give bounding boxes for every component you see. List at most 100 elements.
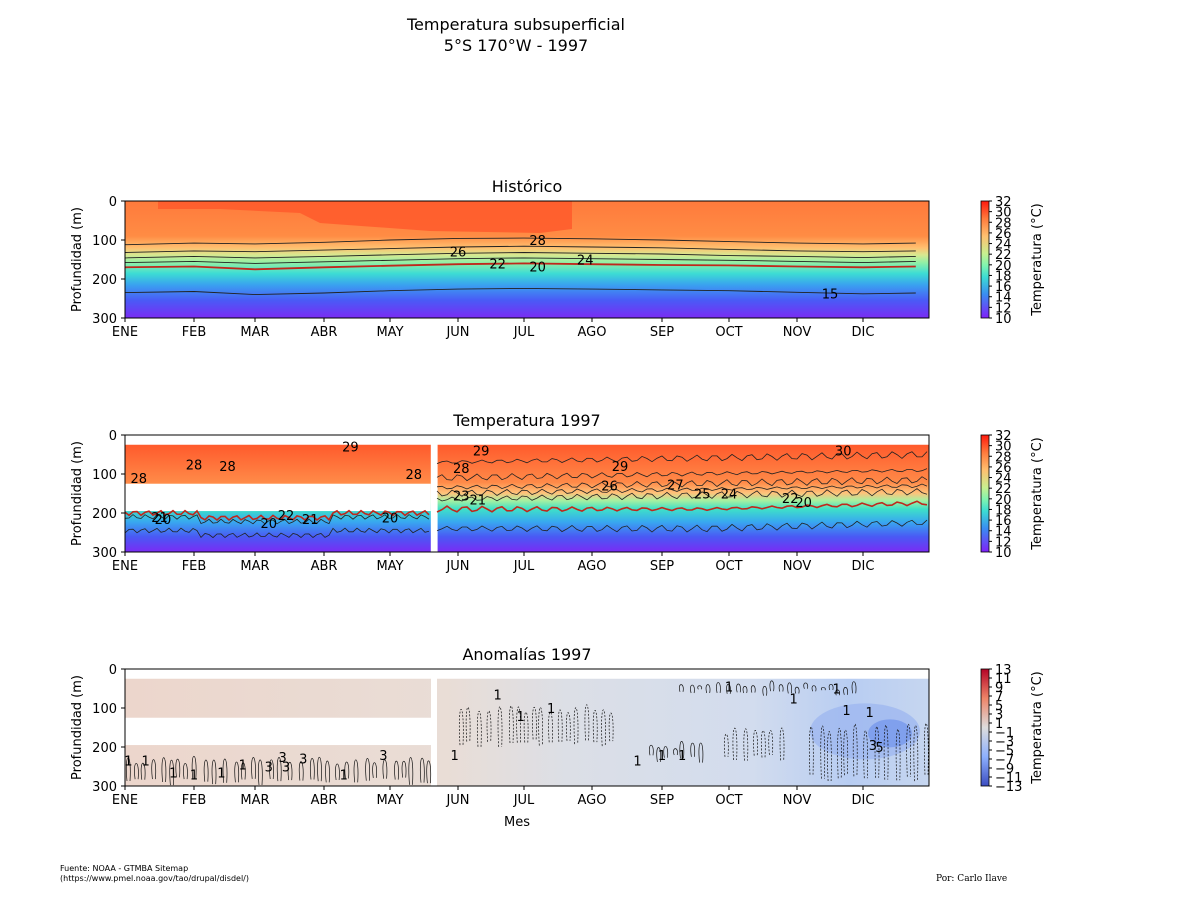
isotherm-24 — [124, 252, 916, 259]
colorbar-tick-label: 24 — [995, 472, 1012, 487]
contour-label: 28 — [219, 460, 236, 475]
missing-data-region — [430, 435, 438, 552]
y-tick-label: 300 — [92, 312, 117, 327]
colorbar-tick-label: 11 — [995, 672, 1012, 687]
colorbar-tick-label: 10 — [995, 546, 1012, 561]
missing-data-region — [125, 483, 431, 512]
x-tick-label: DIC — [852, 793, 875, 808]
x-tick-label: OCT — [715, 559, 742, 574]
contour-label: 22 — [782, 492, 799, 507]
y-tick-label: 100 — [92, 468, 117, 483]
colorbar-tick-label: 3 — [995, 708, 1003, 723]
y-tick-label: 0 — [109, 195, 117, 210]
colorbar-tick-label: 20 — [995, 493, 1012, 508]
colorbar-label: Temperatura (°C) — [1030, 203, 1045, 316]
x-tick-label: ENE — [112, 559, 138, 574]
isotherm-line — [124, 509, 430, 522]
contour-label: 3 — [265, 761, 273, 776]
x-tick-label: ABR — [311, 325, 338, 340]
colorbar-tick-label: 12 — [995, 301, 1012, 316]
isotherm-26 — [124, 245, 916, 253]
contour-label: 3 — [278, 751, 286, 766]
contour-label: 1 — [517, 710, 525, 725]
contour-label: 1 — [124, 755, 132, 770]
colorbar-tick-label: 10 — [995, 312, 1012, 327]
contour-label: 20 — [382, 512, 399, 527]
colorbar-tick-label: 22 — [995, 482, 1012, 497]
x-tick-label: MAY — [376, 793, 403, 808]
x-tick-label: JUL — [513, 559, 535, 574]
contour-label: 1 — [340, 768, 348, 783]
y-tick-label: 200 — [92, 741, 117, 756]
anomaly-contour — [724, 727, 785, 761]
figure-title-line1: Temperatura subsuperficial — [406, 15, 625, 34]
x-tick-label: ENE — [112, 793, 138, 808]
colorbar-gradient — [980, 434, 990, 553]
missing-data-region — [125, 717, 431, 746]
y-tick-label: 300 — [92, 780, 117, 795]
colorbar-tick-label: 28 — [995, 450, 1012, 465]
contour-label: 20 — [795, 496, 812, 511]
contour-label: 28 — [131, 472, 148, 487]
x-tick-label: DIC — [852, 325, 875, 340]
x-tick-label: AGO — [578, 325, 607, 340]
contour-label: 27 — [667, 479, 684, 494]
anomaly-contour — [648, 741, 704, 763]
y-tick-label: 100 — [92, 702, 117, 717]
x-tick-label: DIC — [852, 559, 875, 574]
contour-label: 3 — [299, 753, 307, 768]
contour-label: 24 — [577, 254, 594, 269]
colorbar-tick-label: 32 — [995, 195, 1012, 210]
contour-label: 15 — [822, 287, 839, 302]
colorbar-label: Temperatura (°C) — [1030, 671, 1045, 784]
colorbar-tick-label: −13 — [995, 780, 1022, 795]
colorbar-tick-label: 12 — [995, 535, 1012, 550]
x-tick-label: JUL — [513, 793, 535, 808]
contour-label: 29 — [342, 441, 359, 456]
source-line1: Fuente: NOAA - GTMBA Sitemap — [60, 864, 189, 873]
contour-label: 3 — [379, 749, 387, 764]
plot-frame — [124, 668, 930, 787]
contour-label: 28 — [406, 468, 423, 483]
isotherm-28 — [124, 237, 916, 246]
contour-label: 1 — [493, 688, 501, 703]
colorbar-tick-label: 7 — [995, 690, 1003, 705]
colorbar-tick-label: 16 — [995, 280, 1012, 295]
panel-title: Anomalías 1997 — [462, 645, 591, 664]
y-axis-label: Profundidad (m) — [70, 675, 85, 780]
colorbar-tick-label: −7 — [995, 753, 1014, 768]
contour-label: 26 — [450, 246, 467, 261]
contour-label: 1 — [865, 706, 873, 721]
colorbar-tick-label: 14 — [995, 291, 1012, 306]
x-axis-label: Mes — [504, 815, 530, 830]
contour-label: 1 — [169, 766, 177, 781]
anomaly-contour — [808, 723, 929, 782]
x-tick-label: JUN — [445, 559, 469, 574]
plot-frame — [124, 200, 930, 319]
contour-label: 3 — [282, 761, 290, 776]
contour-label: 30 — [835, 445, 852, 460]
plot-frame — [124, 434, 930, 553]
source-note: Fuente: NOAA - GTMBA Sitemap (https://ww… — [60, 864, 249, 884]
x-tick-label: FEB — [182, 325, 207, 340]
warm-surface-region — [158, 201, 572, 233]
contour-label: 1 — [789, 692, 797, 707]
contour-label: 1 — [725, 681, 733, 696]
x-tick-label: FEB — [182, 559, 207, 574]
colorbar-tick-label: −1 — [995, 726, 1014, 741]
contour-label: 22 — [278, 509, 295, 524]
y-tick-label: 200 — [92, 507, 117, 522]
colorbar-tick-label: 22 — [995, 248, 1012, 263]
contour-label: 1 — [842, 704, 850, 719]
isotherm-line — [436, 488, 928, 502]
figure-title-line2: 5°S 170°W - 1997 — [443, 36, 589, 55]
contour-label: 1 — [239, 759, 247, 774]
x-tick-label: JUN — [445, 325, 469, 340]
colorbar-tick-label: −3 — [995, 735, 1014, 750]
y-tick-label: 0 — [109, 663, 117, 678]
x-tick-label: ABR — [311, 559, 338, 574]
x-tick-label: NOV — [783, 793, 812, 808]
